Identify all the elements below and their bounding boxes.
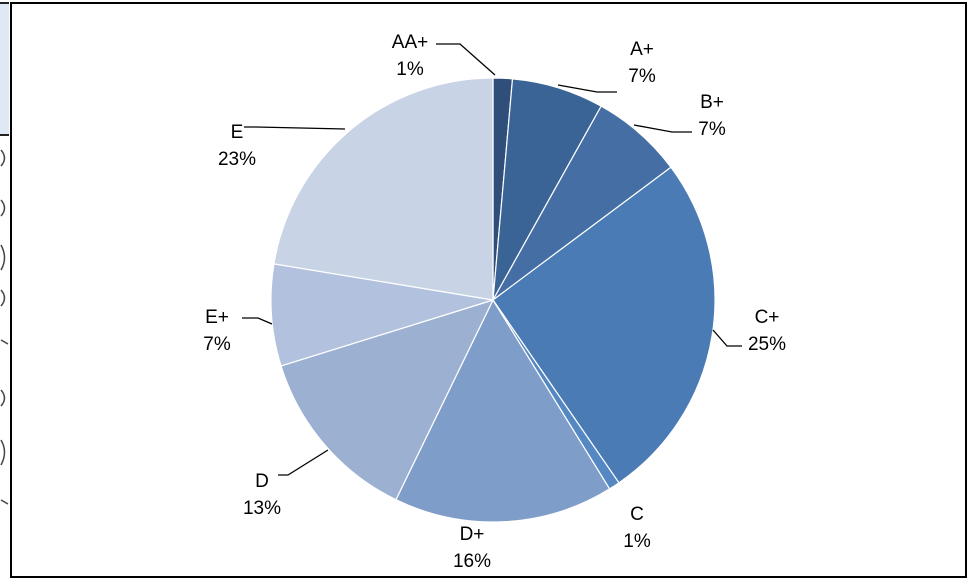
leader-line-b-plus: [633, 124, 692, 133]
leader-line-aa-plus: [436, 43, 496, 76]
slice-percent-e-plus: 7%: [203, 334, 231, 355]
leader-line-e: [244, 126, 346, 130]
left-edge-panel: [0, 2, 9, 136]
left-edge-marks: [0, 149, 9, 505]
leader-line-e-plus: [242, 317, 273, 325]
slice-percent-a-plus: 7%: [628, 66, 656, 87]
slice-percent-aa-plus: 1%: [396, 59, 424, 80]
pie-slice-d-plus: [395, 298, 611, 523]
chart-area: AA+ 1% A+ 7% B+ 7% C+ 25% C 1% D+ 16% D 13% E+ 7% E 23%: [10, 2, 967, 578]
slice-label-d-plus: D+: [460, 524, 485, 545]
leader-lines: [242, 43, 742, 476]
slice-percent-c-plus: 25%: [748, 334, 786, 355]
slice-label-e: E: [231, 122, 244, 143]
slice-percent-e: 23%: [218, 149, 256, 170]
slice-percent-b-plus: 7%: [698, 119, 726, 140]
slice-label-b-plus: B+: [700, 92, 724, 113]
pie-slice-e-plus: [270, 263, 494, 367]
pie-slice-c-plus: [492, 166, 716, 484]
left-edge-strip: [0, 0, 10, 581]
slice-label-e-plus: E+: [205, 307, 229, 328]
slice-label-c-plus: C+: [755, 307, 780, 328]
leader-line-a-plus: [557, 84, 617, 93]
slice-label-c: C: [630, 504, 644, 525]
slice-percent-c: 1%: [623, 531, 651, 552]
leader-line-c-plus: [712, 329, 742, 347]
slice-label-d: D: [255, 471, 269, 492]
pie-chart: AA+ 1% A+ 7% B+ 7% C+ 25% C 1% D+ 16% D 13% E+ 7% E 23%: [203, 32, 786, 572]
slice-percent-d: 13%: [243, 498, 281, 519]
leader-line-d: [278, 449, 329, 476]
data-labels: AA+ 1% A+ 7% B+ 7% C+ 25% C 1% D+ 16% D 13% E+ 7% E 23%: [203, 32, 786, 572]
slice-percent-d-plus: 16%: [453, 551, 491, 572]
slice-label-aa-plus: AA+: [392, 32, 428, 53]
pie-slice-e: [273, 77, 494, 301]
slice-label-a-plus: A+: [630, 39, 654, 60]
pie-slices: [270, 77, 716, 523]
